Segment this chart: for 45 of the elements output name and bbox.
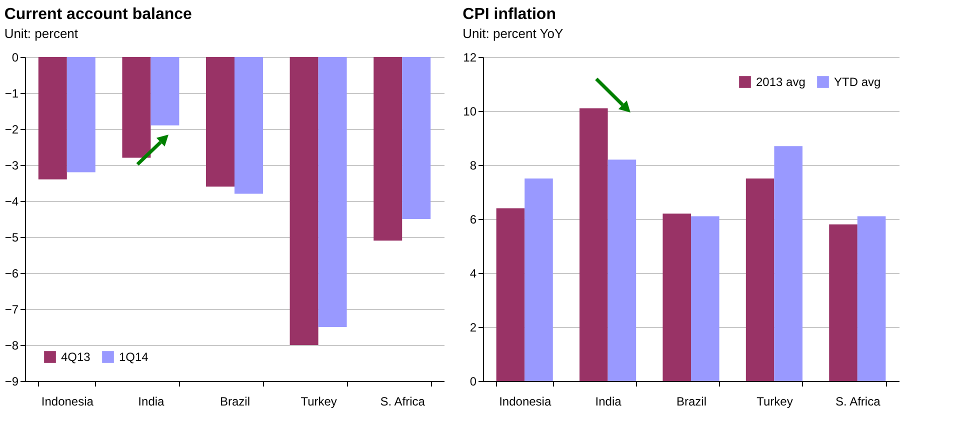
bar xyxy=(774,146,802,381)
chart-subtitle: Unit: percent YoY xyxy=(462,26,564,41)
y-tick-label: −6 xyxy=(4,266,19,280)
legend-label: 2013 avg xyxy=(756,75,806,89)
chart-title: Current account balance xyxy=(4,6,192,23)
chart-subtitle: Unit: percent xyxy=(4,26,78,41)
y-tick-label: −5 xyxy=(4,230,19,244)
x-tick-label: S. Africa xyxy=(380,394,426,408)
y-tick-label: 4 xyxy=(470,266,477,280)
legend-label: YTD avg xyxy=(834,75,881,89)
x-tick-label: S. Africa xyxy=(836,394,881,408)
x-tick-label: Turkey xyxy=(756,394,793,408)
x-tick-label: Indonesia xyxy=(41,394,94,408)
x-tick-label: Brazil xyxy=(220,394,250,408)
y-tick-label: 0 xyxy=(470,374,477,388)
bar xyxy=(524,178,553,381)
bar xyxy=(496,208,525,381)
y-tick-label: −2 xyxy=(4,122,19,136)
x-tick-label: India xyxy=(138,394,165,408)
bar xyxy=(662,214,691,381)
bar xyxy=(857,216,886,381)
y-tick-label: −9 xyxy=(4,374,19,388)
legend-label: 4Q13 xyxy=(61,350,91,364)
y-tick-label: −1 xyxy=(4,86,19,100)
y-tick-label: −7 xyxy=(4,302,19,316)
y-tick-label: 10 xyxy=(463,104,477,118)
y-tick-label: 2 xyxy=(470,320,477,334)
y-tick-label: 6 xyxy=(470,212,477,226)
y-tick-label: 8 xyxy=(470,158,477,172)
chart-title: CPI inflation xyxy=(462,6,556,23)
y-tick-label: −8 xyxy=(4,338,19,352)
x-tick-label: Indonesia xyxy=(499,394,552,408)
x-tick-label: India xyxy=(595,394,622,408)
bar xyxy=(691,216,720,381)
y-tick-label: 12 xyxy=(463,50,477,64)
y-tick-label: 0 xyxy=(12,50,19,64)
y-tick-label: −4 xyxy=(4,194,19,208)
bar xyxy=(608,160,636,381)
bar xyxy=(829,224,858,381)
x-tick-label: Turkey xyxy=(300,394,337,408)
x-tick-label: Brazil xyxy=(676,394,707,408)
legend-label: 1Q14 xyxy=(119,350,149,364)
y-tick-label: −3 xyxy=(4,158,19,172)
bar xyxy=(580,108,608,381)
bar xyxy=(746,178,774,381)
